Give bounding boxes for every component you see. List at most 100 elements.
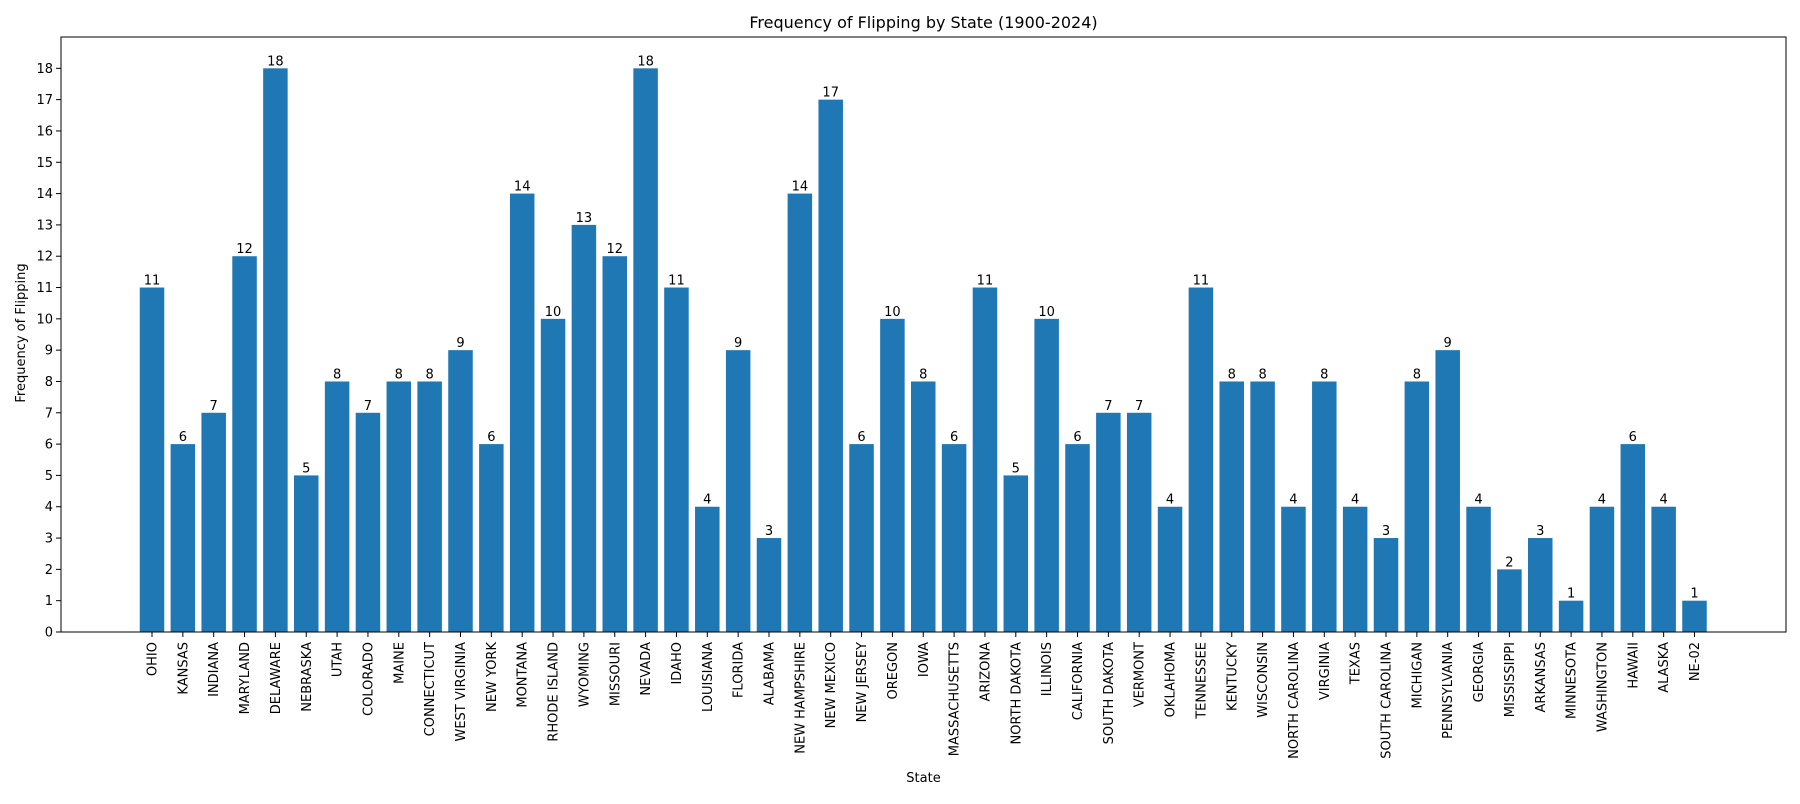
bar-value-label: 4 bbox=[1351, 493, 1359, 508]
y-tick-label: 13 bbox=[36, 218, 53, 233]
y-tick-label: 18 bbox=[36, 62, 53, 77]
x-tick-label: UTAH bbox=[331, 642, 346, 677]
y-tick-label: 4 bbox=[45, 500, 53, 515]
x-axis-title: State bbox=[906, 771, 940, 786]
bar-value-label: 8 bbox=[919, 367, 927, 382]
bar-value-label: 6 bbox=[487, 430, 495, 445]
x-tick-label: NORTH DAKOTA bbox=[1009, 642, 1024, 745]
y-tick-label: 2 bbox=[45, 563, 53, 578]
bar bbox=[1404, 381, 1430, 632]
bar bbox=[1157, 506, 1183, 632]
bar bbox=[787, 193, 813, 632]
x-tick-label: MASSACHUSETTS bbox=[948, 642, 963, 756]
bar-value-label: 10 bbox=[1038, 305, 1055, 320]
y-tick-label: 16 bbox=[36, 124, 53, 139]
x-tick-label: FLORIDA bbox=[732, 642, 747, 698]
bar bbox=[602, 256, 627, 632]
x-tick-label: NE-02 bbox=[1688, 642, 1703, 681]
bar-value-label: 3 bbox=[1382, 524, 1390, 539]
y-tick-label: 9 bbox=[45, 344, 53, 359]
bar bbox=[540, 318, 566, 632]
bar-value-label: 9 bbox=[456, 336, 464, 351]
bar bbox=[1219, 381, 1244, 632]
bar bbox=[355, 412, 381, 632]
bar bbox=[1003, 475, 1029, 632]
bar bbox=[1682, 600, 1707, 632]
bar bbox=[448, 350, 473, 632]
bar bbox=[479, 444, 504, 632]
bar bbox=[1589, 506, 1615, 632]
bar-value-label: 18 bbox=[267, 54, 284, 69]
x-tick-label: IOWA bbox=[917, 642, 932, 677]
bar bbox=[1250, 381, 1275, 632]
x-tick-label: ALABAMA bbox=[763, 642, 778, 705]
y-tick-label: 11 bbox=[36, 281, 53, 296]
bar bbox=[201, 412, 226, 632]
bar bbox=[725, 350, 751, 632]
y-tick-label: 14 bbox=[36, 187, 53, 202]
bar-value-label: 13 bbox=[576, 211, 593, 226]
x-tick-label: NEVADA bbox=[639, 642, 654, 696]
x-tick-label: ILLINOIS bbox=[1040, 642, 1055, 696]
x-tick-label: GEORGIA bbox=[1472, 642, 1487, 702]
y-tick-label: 6 bbox=[45, 438, 53, 453]
bar bbox=[695, 506, 720, 632]
x-tick-label: MICHIGAN bbox=[1410, 642, 1425, 708]
bar bbox=[1312, 381, 1337, 632]
bar bbox=[1620, 444, 1646, 632]
bar-value-label: 3 bbox=[1536, 524, 1544, 539]
x-tick-label: MISSOURI bbox=[608, 642, 623, 706]
bar bbox=[324, 381, 350, 632]
bar bbox=[1651, 506, 1676, 632]
bar-value-label: 6 bbox=[1073, 430, 1081, 445]
bar bbox=[818, 99, 843, 632]
y-tick-label: 7 bbox=[45, 406, 53, 421]
x-tick-label: WEST VIRGINIA bbox=[454, 642, 469, 742]
x-tick-label: MAINE bbox=[392, 642, 407, 684]
x-tick-label: NEW HAMPSHIRE bbox=[793, 642, 808, 754]
bar-value-label: 8 bbox=[1413, 367, 1421, 382]
x-tick-label: WYOMING bbox=[577, 642, 592, 707]
x-tick-label: MISSISSIPPI bbox=[1503, 642, 1518, 717]
x-tick-label: IDAHO bbox=[670, 642, 685, 685]
x-tick-label: MONTANA bbox=[516, 642, 531, 708]
bars-group bbox=[139, 68, 1707, 633]
y-tick-label: 10 bbox=[36, 312, 53, 327]
y-tick-label: 15 bbox=[36, 156, 53, 171]
y-tick-label: 0 bbox=[45, 626, 53, 641]
bar-value-label: 6 bbox=[857, 430, 865, 445]
x-tick-label: TENNESSEE bbox=[1194, 642, 1209, 720]
bar bbox=[1034, 318, 1059, 632]
bar-value-label: 2 bbox=[1505, 555, 1513, 570]
bar bbox=[139, 287, 165, 632]
x-tick-label: CALIFORNIA bbox=[1071, 642, 1086, 720]
bar bbox=[294, 475, 319, 632]
bar-value-label: 8 bbox=[1320, 367, 1328, 382]
x-tick-label: WISCONSIN bbox=[1256, 642, 1271, 718]
x-tick-label: ALASKA bbox=[1657, 642, 1672, 693]
x-tick-label: ARKANSAS bbox=[1534, 642, 1549, 712]
bar bbox=[509, 193, 535, 632]
bar-value-label: 6 bbox=[950, 430, 958, 445]
chart-title: Frequency of Flipping by State (1900-202… bbox=[749, 13, 1097, 32]
bar-value-label: 4 bbox=[1474, 493, 1482, 508]
x-tick-label: INDIANA bbox=[207, 642, 222, 697]
y-tick-label: 17 bbox=[36, 93, 53, 108]
bar bbox=[386, 381, 412, 632]
x-tick-label: ARIZONA bbox=[978, 642, 993, 702]
x-tick-label: NEW YORK bbox=[485, 642, 500, 712]
bar-value-label: 8 bbox=[1228, 367, 1236, 382]
bar-value-label: 3 bbox=[765, 524, 773, 539]
bar bbox=[664, 287, 689, 632]
x-tick-label: SOUTH DAKOTA bbox=[1102, 642, 1117, 745]
bar-value-label: 10 bbox=[884, 305, 901, 320]
bar bbox=[1435, 350, 1460, 632]
bar-value-label: 4 bbox=[1289, 493, 1297, 508]
bar bbox=[1065, 444, 1090, 632]
bar bbox=[880, 318, 905, 632]
x-tick-label: VIRGINIA bbox=[1318, 642, 1333, 700]
bar-value-label: 11 bbox=[1193, 274, 1210, 289]
bar-value-label: 11 bbox=[668, 274, 685, 289]
x-tick-label: OHIO bbox=[146, 642, 161, 676]
x-tick-label: MARYLAND bbox=[238, 642, 253, 714]
